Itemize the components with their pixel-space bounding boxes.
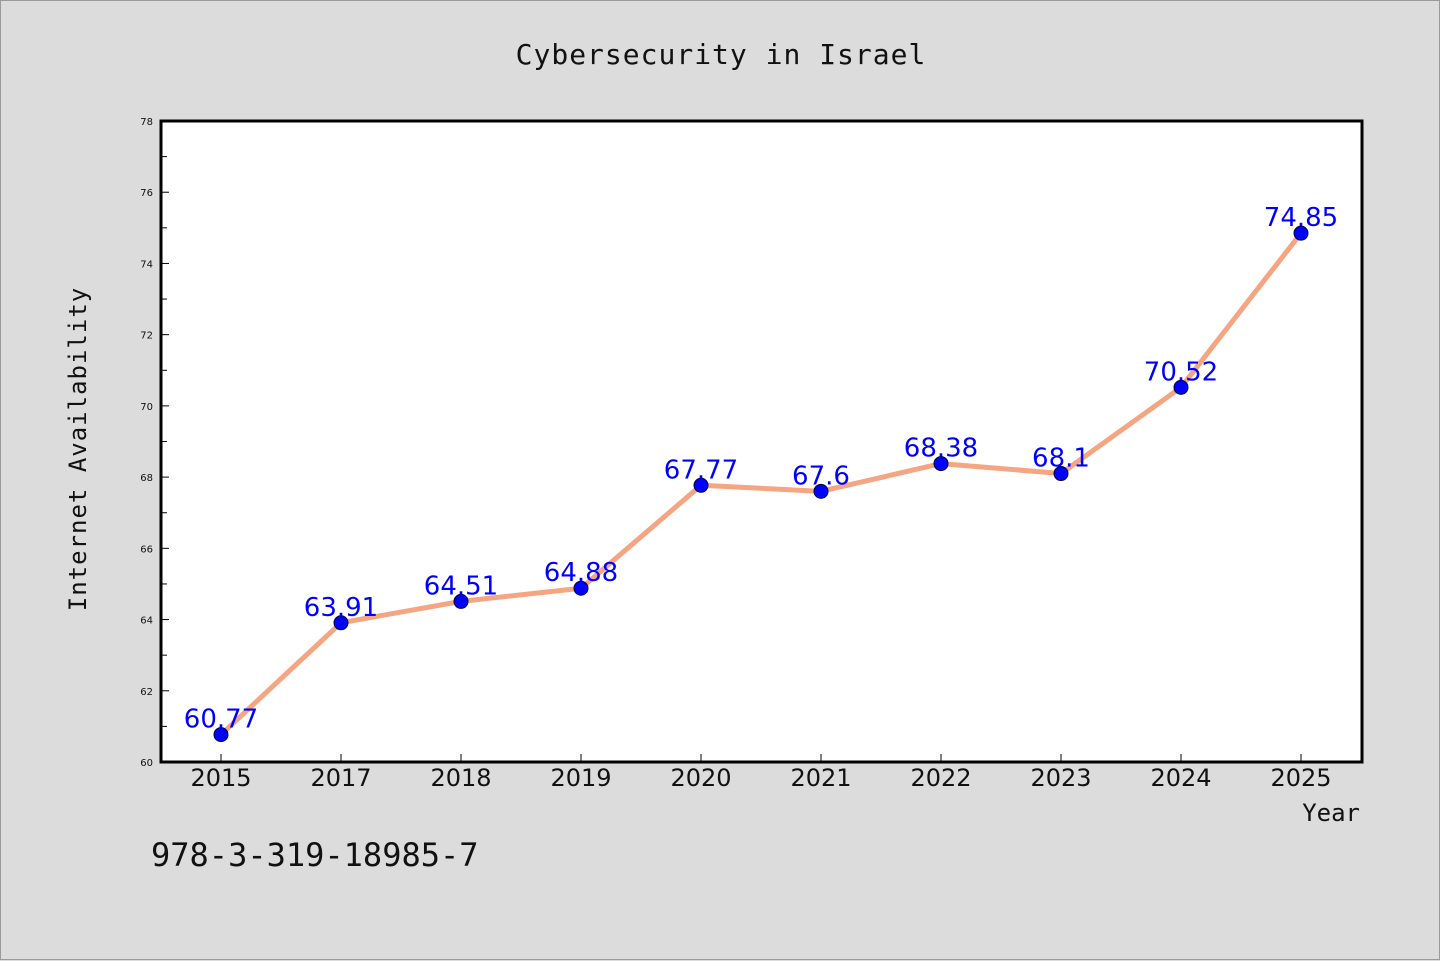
y-axis-label: Internet Availability <box>64 287 92 611</box>
data-point <box>813 483 829 499</box>
y-tick-label: 68 <box>140 473 153 484</box>
x-tick-label: 2019 <box>550 764 611 792</box>
x-tick-label: 2023 <box>1030 764 1091 792</box>
data-label: 74.85 <box>1264 203 1338 233</box>
plot-area <box>159 119 1364 764</box>
data-label: 67.77 <box>664 455 738 485</box>
data-label: 68.1 <box>1032 444 1090 474</box>
y-tick-label: 74 <box>140 259 153 270</box>
x-tick-label: 2024 <box>1150 764 1211 792</box>
data-label: 64.51 <box>424 571 498 601</box>
y-tick-label: 76 <box>140 188 153 199</box>
y-tick-label: 70 <box>140 402 153 413</box>
chart-title: Cybersecurity in Israel <box>516 38 927 71</box>
y-tick-label: 60 <box>140 758 153 769</box>
data-point <box>933 456 949 472</box>
y-tick-label: 78 <box>140 117 153 128</box>
y-tick-label: 66 <box>140 544 153 555</box>
data-point <box>453 593 469 609</box>
x-tick-label: 2021 <box>790 764 851 792</box>
y-tick-label: 62 <box>140 687 153 698</box>
data-label: 63.91 <box>304 593 378 623</box>
data-point <box>1173 379 1189 395</box>
x-axis-label: Year <box>1302 799 1360 827</box>
x-axis: 2015 2017 2018 2019 2020 2021 2022 2023 2024 2025 <box>190 754 1332 792</box>
data-label: 68.38 <box>904 434 978 464</box>
x-tick-label: 2018 <box>430 764 491 792</box>
data-point <box>1293 225 1309 241</box>
data-point <box>213 727 229 743</box>
x-tick-label: 2020 <box>670 764 731 792</box>
data-point <box>1053 466 1069 482</box>
y-tick-label: 72 <box>140 331 153 342</box>
data-point <box>693 477 709 493</box>
data-label: 60.77 <box>184 705 258 735</box>
y-tick-label: 64 <box>140 616 153 627</box>
x-tick-label: 2025 <box>1270 764 1331 792</box>
data-label: 64.88 <box>544 558 618 588</box>
data-label: 70.52 <box>1144 357 1218 387</box>
data-label: 67.6 <box>792 461 850 491</box>
data-point <box>573 580 589 596</box>
data-point <box>333 615 349 631</box>
footer-isbn: 978-3-319-18985-7 <box>151 836 479 874</box>
x-tick-label: 2017 <box>310 764 371 792</box>
x-tick-label: 2022 <box>910 764 971 792</box>
x-tick-label: 2015 <box>190 764 251 792</box>
y-axis: 60 62 64 66 68 70 72 74 76 78 <box>140 117 169 769</box>
series-line <box>218 230 1304 738</box>
series-group: 60.77 63.91 64.51 64.88 67.77 67.6 68.38 68.1 70… <box>184 203 1338 743</box>
